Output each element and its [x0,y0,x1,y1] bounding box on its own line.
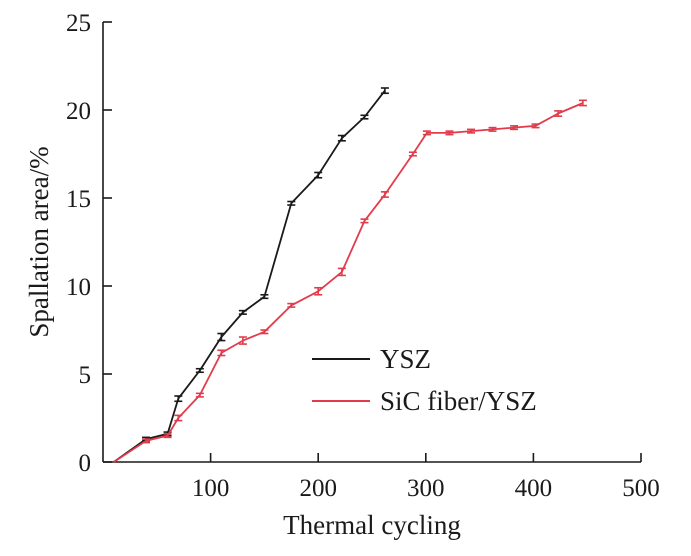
error-bar [408,151,417,157]
y-tick-label: 25 [66,10,91,37]
error-bar [217,349,226,357]
x-tick-label: 400 [515,475,553,502]
error-bar [163,433,172,439]
error-bar [510,125,519,131]
y-axis-title: Spallation area/% [24,146,54,337]
y-tick-label: 20 [66,98,91,125]
error-bar [337,267,346,277]
error-bar [238,309,247,315]
legend-item: SiC fiber/YSZ [312,386,537,416]
x-tick-label: 300 [407,475,445,502]
series-2 [113,99,587,463]
error-bar [195,367,204,374]
series-line [113,90,386,463]
error-bar [314,171,323,179]
error-bar [422,130,431,136]
error-bar [466,128,475,134]
error-bar [360,114,369,120]
x-tick-label: 100 [192,475,230,502]
error-bar [238,336,247,345]
series-1 [113,87,389,463]
y-ticks: 0 5 10 15 20 25 [66,10,112,477]
x-tick-label: 500 [622,475,660,502]
error-bar [380,87,389,95]
error-bar [488,126,497,132]
error-bar [554,110,563,117]
legend: YSZ SiC fiber/YSZ [312,344,537,416]
error-bar [314,286,323,296]
error-bar [260,293,269,300]
error-bar [337,134,346,142]
y-tick-label: 0 [79,450,92,477]
error-bar [380,191,389,198]
series-line [113,102,584,463]
y-tick-label: 5 [79,362,92,389]
series-layer [113,87,587,463]
x-axis-title: Thermal cycling [283,510,461,540]
axes [102,22,641,463]
error-bar [260,329,269,335]
error-bar [287,302,296,308]
error-bar [174,395,183,403]
error-bar [531,123,540,129]
error-bar [445,130,454,136]
error-bar [578,99,587,107]
legend-label: SiC fiber/YSZ [380,386,537,416]
y-tick-label: 10 [66,274,91,301]
y-tick-label: 15 [66,186,91,213]
error-bar [195,392,204,398]
error-bar [217,332,226,342]
error-bar [174,414,183,422]
x-tick-label: 200 [299,475,337,502]
legend-label: YSZ [380,344,431,374]
error-bar [360,218,369,224]
error-bar [142,438,151,444]
x-ticks: 100 200 300 400 500 [192,453,660,502]
legend-item: YSZ [312,344,431,374]
error-bar [287,200,296,206]
